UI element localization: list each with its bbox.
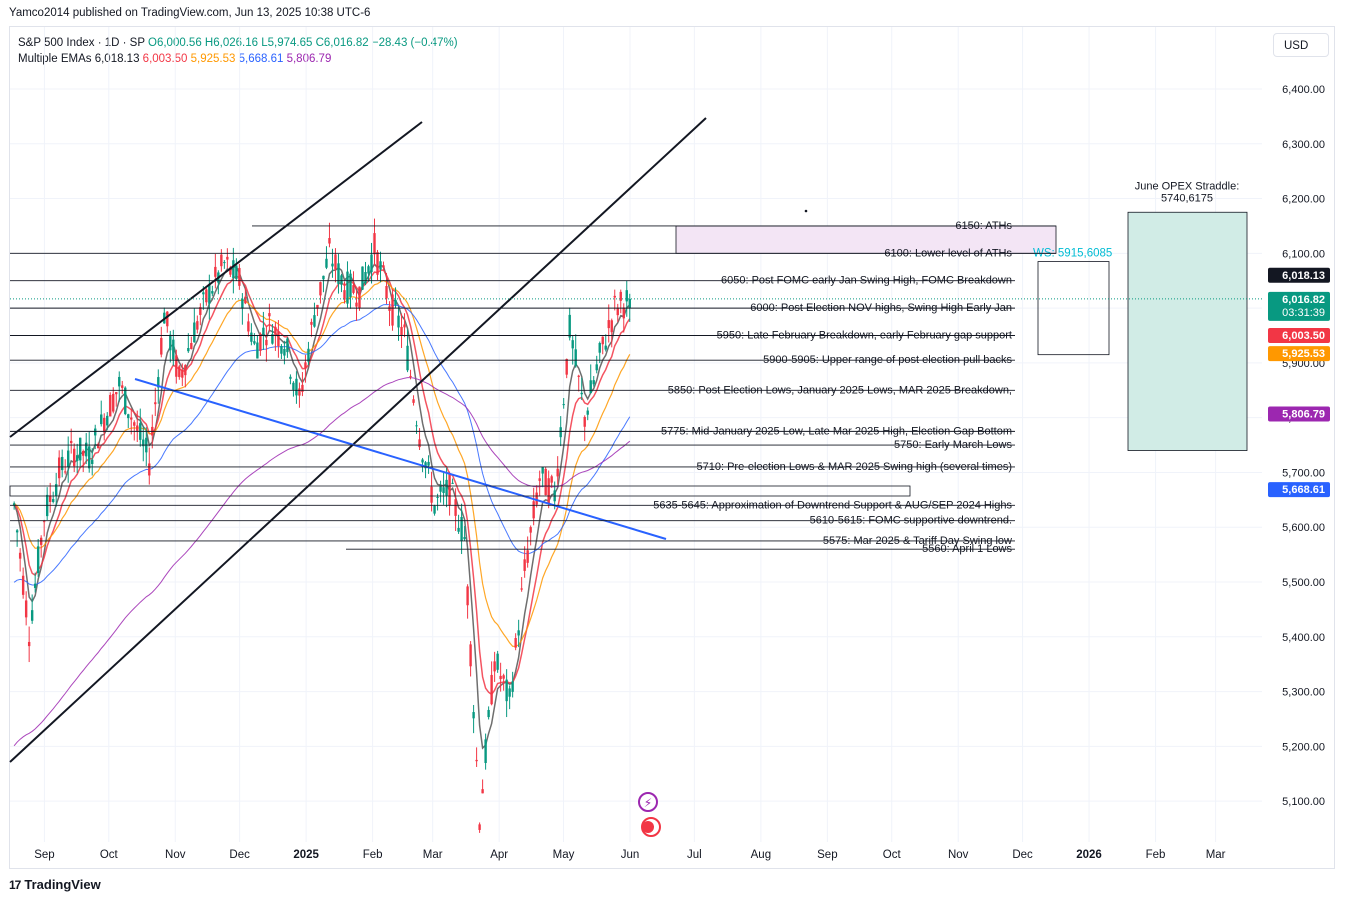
ema-value-5: 5,806.79: [286, 53, 332, 65]
ema-value-2: 6,003.50: [142, 53, 188, 65]
symbol-row: S&P 500 Index · 1D · SP O6,000.56 H6,026…: [18, 35, 458, 51]
change-value: −28.43 (−0.47%): [371, 37, 458, 49]
ema-value-4: 5,668.61: [238, 53, 284, 65]
ema-value-1: 6,018.13: [94, 53, 140, 65]
low-label: L: [261, 37, 268, 49]
close-label: C: [315, 37, 324, 49]
symbol-title[interactable]: S&P 500 Index · 1D · SP: [18, 37, 145, 49]
low-value: 5,974.65: [267, 37, 313, 49]
high-value: 6,026.16: [213, 37, 258, 49]
ema-value-3: 5,925.53: [190, 53, 236, 65]
ema-row: Multiple EMAs 6,018.13 6,003.50 5,925.53…: [18, 51, 458, 67]
tradingview-brand: TradingView: [24, 877, 101, 892]
tradingview-logo[interactable]: 17 TradingView: [9, 877, 101, 892]
chart-legend: S&P 500 Index · 1D · SP O6,000.56 H6,026…: [18, 35, 458, 67]
ema-indicator-label[interactable]: Multiple EMAs: [18, 53, 92, 65]
publisher-line: Yamco2014 published on TradingView.com, …: [9, 7, 371, 19]
currency-button[interactable]: USD: [1273, 33, 1329, 57]
high-label: H: [204, 37, 214, 49]
open-label: O: [148, 37, 157, 49]
chart-frame[interactable]: [9, 26, 1335, 869]
open-value: 6,000.56: [156, 37, 202, 49]
close-value: 6,016.82: [323, 37, 369, 49]
tradingview-mark-icon: 17: [9, 878, 21, 892]
